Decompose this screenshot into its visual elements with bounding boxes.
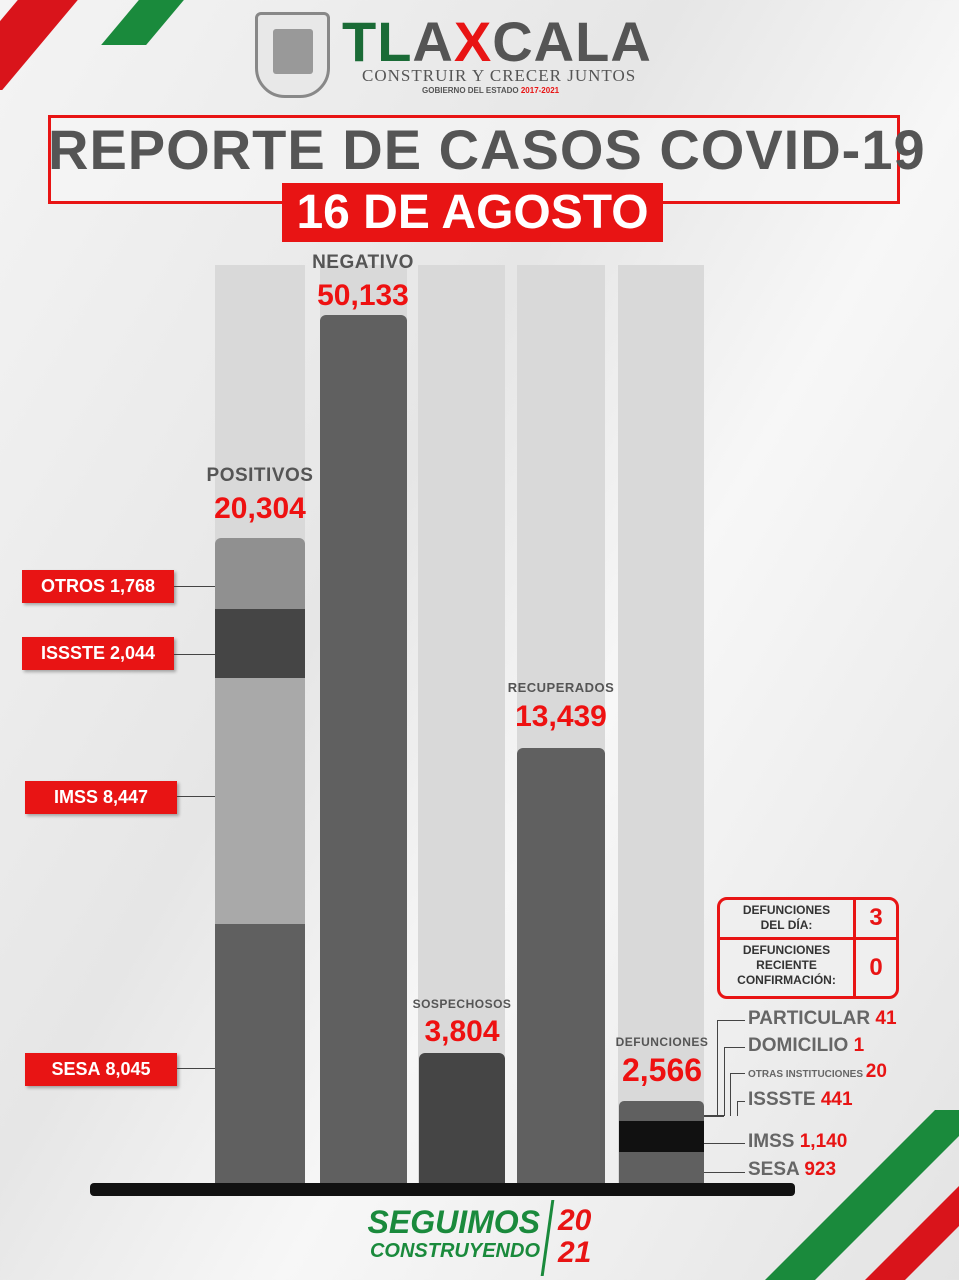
def-sesa: SESA 923	[748, 1159, 837, 1180]
connector	[177, 796, 215, 797]
label-recuperados: RECUPERADOS	[507, 680, 615, 695]
logo-text: TLAXCALA	[342, 10, 652, 73]
tag-sesa: SESA 8,045	[25, 1053, 177, 1086]
baseline	[90, 1183, 795, 1196]
deaths-recent-value: 0	[869, 954, 883, 981]
value-sospechosos: 3,804	[424, 1015, 500, 1048]
bar-positivos-sesa	[215, 924, 305, 1183]
slogan: CONSTRUIR Y CRECER JUNTOS	[362, 66, 637, 85]
connector	[174, 586, 215, 587]
gov-line: GOBIERNO DEL ESTADO 2017-2021	[422, 86, 560, 95]
value-recuperados: 13,439	[515, 700, 607, 733]
label-defunciones: DEFUNCIONES	[615, 1035, 709, 1049]
column-bg	[618, 265, 704, 1183]
coat-of-arms-icon	[255, 12, 330, 98]
deaths-table: DEFUNCIONES DEL DÍA: 3 DEFUNCIONES RECIENT…	[717, 897, 899, 999]
deaths-day-value: 3	[869, 904, 883, 931]
date-badge: 16 DE AGOSTO	[282, 183, 663, 242]
bar-positivos-otros	[215, 538, 305, 609]
bar-recuperados	[517, 748, 605, 1183]
def-imss: IMSS 1,140	[748, 1131, 848, 1152]
def-domicilio: DOMICILIO 1	[748, 1035, 865, 1056]
value-negativo: 50,133	[317, 279, 409, 312]
connector	[704, 1115, 724, 1117]
deaths-day-label: DEFUNCIONES DEL DÍA:	[742, 903, 831, 932]
def-issste: ISSSTE 441	[748, 1089, 853, 1110]
decor-green-stripe	[101, 0, 184, 45]
bar-sospechosos	[419, 1053, 505, 1183]
bar-defunciones-imss	[619, 1121, 704, 1152]
footer-years: 20 21	[558, 1204, 592, 1269]
value-positivos: 20,304	[214, 492, 306, 525]
connector	[174, 654, 215, 655]
footer-slogan: SEGUIMOS CONSTRUYENDO	[367, 1204, 540, 1262]
bar-positivos-imss	[215, 678, 305, 924]
label-negativo: NEGATIVO	[312, 252, 414, 273]
bar-defunciones-other	[619, 1101, 704, 1121]
def-otras: OTRAS INSTITUCIONES 20	[748, 1061, 887, 1082]
connector	[177, 1068, 215, 1069]
bar-defunciones-sesa	[619, 1152, 704, 1183]
label-positivos: POSITIVOS	[206, 465, 314, 486]
label-sospechosos: SOSPECHOSOS	[412, 997, 512, 1011]
footer-divider	[540, 1200, 555, 1276]
tag-otros: OTROS 1,768	[22, 570, 174, 603]
value-defunciones: 2,566	[621, 1052, 703, 1088]
deaths-recent-label: DEFUNCIONES RECIENTE CONFIRMACIÓN:	[737, 943, 836, 987]
tag-issste: ISSSTE 2,044	[22, 637, 174, 670]
bar-positivos-issste	[215, 609, 305, 678]
tag-imss: IMSS 8,447	[25, 781, 177, 814]
page-title: REPORTE DE CASOS COVID-19	[48, 118, 926, 181]
bar-negativo	[320, 315, 407, 1183]
decor-red-stripe	[0, 0, 78, 90]
def-particular: PARTICULAR 41	[748, 1008, 897, 1029]
column-bg	[418, 265, 505, 1183]
